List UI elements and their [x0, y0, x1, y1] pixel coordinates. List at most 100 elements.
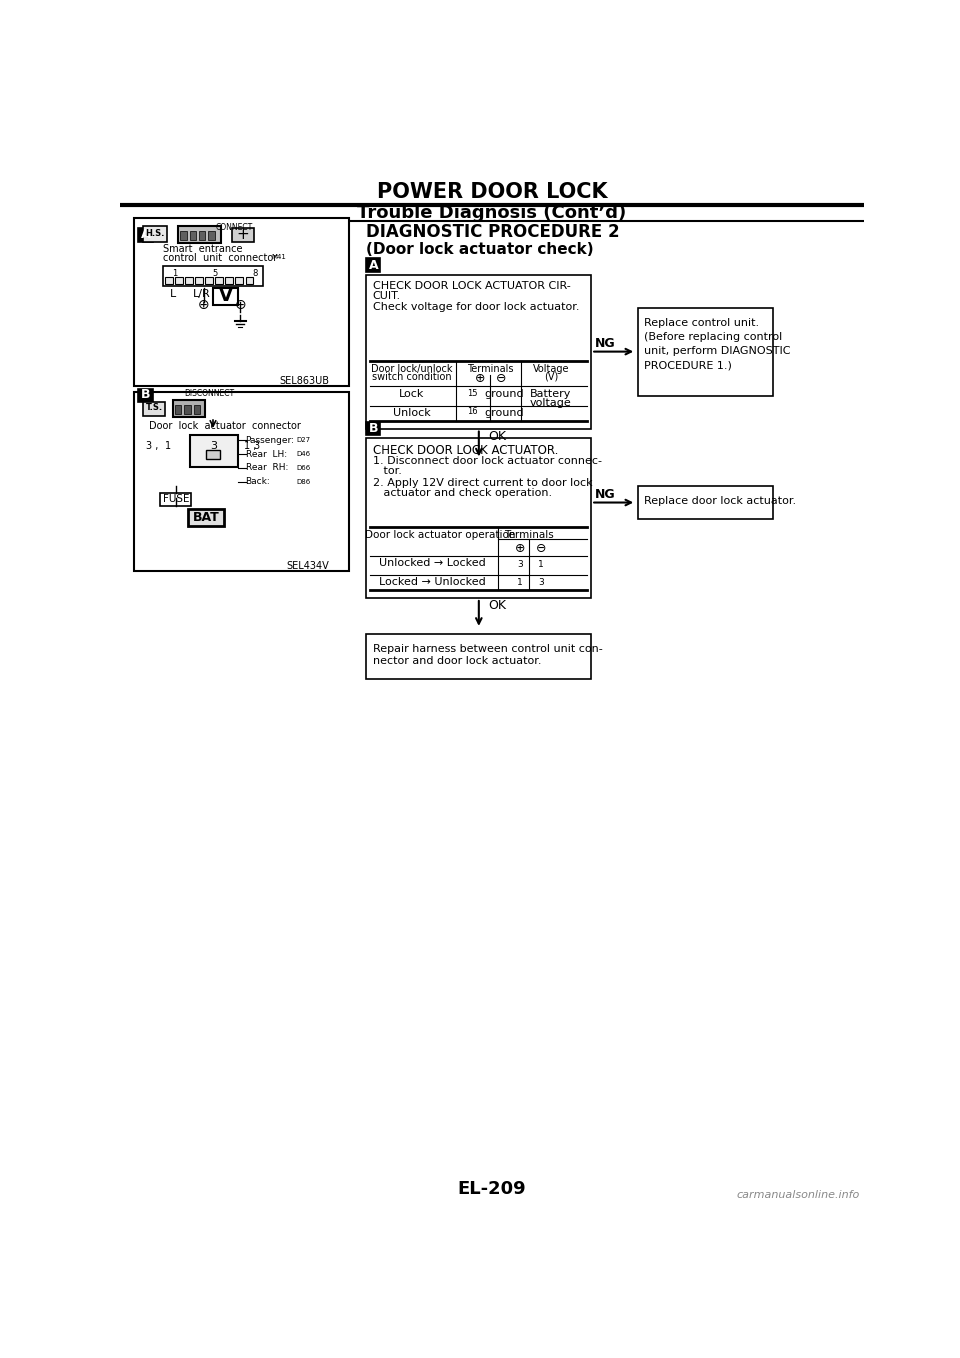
Text: FUSE: FUSE — [162, 494, 189, 504]
FancyBboxPatch shape — [190, 435, 238, 467]
Text: Replace door lock actuator.: Replace door lock actuator. — [644, 497, 796, 507]
FancyBboxPatch shape — [185, 277, 193, 284]
Text: Repair harness between control unit con-: Repair harness between control unit con- — [372, 644, 603, 655]
Text: CONNECT: CONNECT — [216, 223, 253, 232]
Text: 8: 8 — [252, 269, 257, 277]
FancyBboxPatch shape — [188, 509, 224, 527]
Text: Trouble Diagnosis (Cont’d): Trouble Diagnosis (Cont’d) — [357, 204, 627, 221]
Text: L: L — [170, 289, 176, 299]
Text: 1. Disconnect door lock actuator connec-: 1. Disconnect door lock actuator connec- — [372, 456, 602, 466]
FancyBboxPatch shape — [367, 274, 591, 429]
Text: POWER DOOR LOCK: POWER DOOR LOCK — [376, 182, 608, 202]
FancyBboxPatch shape — [637, 308, 774, 397]
FancyBboxPatch shape — [367, 422, 380, 435]
Text: V: V — [219, 287, 232, 306]
Text: 3: 3 — [538, 579, 543, 587]
FancyBboxPatch shape — [195, 277, 203, 284]
FancyBboxPatch shape — [143, 225, 166, 242]
Text: Terminals: Terminals — [468, 364, 514, 373]
Text: ⊕: ⊕ — [515, 542, 525, 555]
Text: Voltage: Voltage — [533, 364, 569, 373]
FancyBboxPatch shape — [138, 228, 154, 242]
Text: 3: 3 — [210, 440, 217, 451]
Text: (V): (V) — [543, 372, 558, 382]
Text: ground: ground — [485, 388, 524, 398]
FancyBboxPatch shape — [134, 219, 349, 386]
FancyBboxPatch shape — [160, 493, 191, 505]
Text: SEL434V: SEL434V — [286, 561, 329, 570]
Text: B: B — [141, 388, 151, 401]
Text: 2. Apply 12V direct current to door lock: 2. Apply 12V direct current to door lock — [372, 478, 592, 488]
Text: Rear  LH:: Rear LH: — [246, 449, 287, 459]
FancyBboxPatch shape — [637, 486, 774, 520]
Text: Rear  RH:: Rear RH: — [246, 463, 288, 473]
FancyBboxPatch shape — [226, 277, 233, 284]
FancyBboxPatch shape — [367, 437, 591, 598]
Text: DISCONNECT: DISCONNECT — [184, 390, 234, 398]
FancyBboxPatch shape — [213, 288, 238, 306]
Text: ⊖: ⊖ — [536, 542, 546, 555]
Text: ⊖: ⊖ — [496, 372, 507, 386]
Text: CUIT.: CUIT. — [372, 291, 400, 300]
Text: Passenger:: Passenger: — [246, 436, 295, 444]
FancyBboxPatch shape — [199, 231, 205, 240]
FancyBboxPatch shape — [367, 258, 380, 272]
FancyBboxPatch shape — [190, 231, 196, 240]
Text: nector and door lock actuator.: nector and door lock actuator. — [372, 656, 541, 665]
Text: Door lock/unlock: Door lock/unlock — [371, 364, 452, 373]
Text: Check voltage for door lock actuator.: Check voltage for door lock actuator. — [372, 303, 579, 312]
Text: 1: 1 — [165, 441, 171, 451]
Text: +: + — [237, 227, 250, 242]
Text: OK: OK — [488, 430, 506, 443]
Text: CHECK DOOR LOCK ACTUATOR CIR-: CHECK DOOR LOCK ACTUATOR CIR- — [372, 281, 570, 291]
FancyBboxPatch shape — [134, 391, 349, 572]
Text: A: A — [141, 228, 151, 242]
Text: NG: NG — [595, 337, 615, 350]
Text: Battery: Battery — [530, 388, 571, 398]
FancyBboxPatch shape — [175, 405, 181, 414]
Text: H.S.: H.S. — [145, 228, 164, 238]
FancyBboxPatch shape — [184, 405, 190, 414]
Text: 16: 16 — [468, 407, 478, 416]
Text: BAT: BAT — [193, 511, 220, 524]
Text: NG: NG — [595, 489, 615, 501]
Text: Back:: Back: — [246, 477, 271, 486]
Text: Locked → Unlocked: Locked → Unlocked — [379, 577, 486, 587]
FancyBboxPatch shape — [165, 277, 173, 284]
FancyBboxPatch shape — [206, 449, 220, 459]
Text: 3: 3 — [253, 441, 259, 451]
FancyBboxPatch shape — [194, 405, 200, 414]
Text: OK: OK — [488, 599, 506, 612]
Text: Door  lock  actuator  connector: Door lock actuator connector — [150, 421, 301, 432]
FancyBboxPatch shape — [246, 277, 253, 284]
Text: voltage: voltage — [530, 398, 572, 407]
Text: 1: 1 — [172, 269, 177, 277]
Text: 1: 1 — [517, 579, 523, 587]
Text: Unlock: Unlock — [393, 407, 430, 418]
FancyBboxPatch shape — [215, 277, 223, 284]
FancyBboxPatch shape — [367, 634, 591, 679]
FancyBboxPatch shape — [208, 231, 214, 240]
FancyBboxPatch shape — [162, 266, 263, 287]
Text: 15: 15 — [468, 388, 478, 398]
FancyBboxPatch shape — [205, 277, 213, 284]
Text: PROCEDURE 1.): PROCEDURE 1.) — [644, 360, 732, 371]
Text: tor.: tor. — [372, 466, 401, 477]
Text: Lock: Lock — [398, 388, 424, 398]
Text: L/R: L/R — [193, 289, 210, 299]
Text: EL-209: EL-209 — [458, 1180, 526, 1198]
FancyBboxPatch shape — [173, 401, 205, 417]
Text: 5: 5 — [212, 269, 217, 277]
Text: Unlocked → Locked: Unlocked → Locked — [379, 558, 486, 568]
Text: ⊖: ⊖ — [234, 299, 246, 312]
Text: 1 ,: 1 , — [244, 441, 256, 451]
Text: B: B — [369, 422, 378, 435]
Text: unit, perform DIAGNOSTIC: unit, perform DIAGNOSTIC — [644, 346, 790, 356]
FancyBboxPatch shape — [179, 225, 221, 243]
Text: D46: D46 — [297, 451, 311, 458]
Text: control  unit  connector: control unit connector — [162, 253, 276, 262]
Text: Smart  entrance: Smart entrance — [162, 244, 242, 254]
FancyBboxPatch shape — [138, 388, 154, 402]
FancyBboxPatch shape — [175, 277, 182, 284]
Text: actuator and check operation.: actuator and check operation. — [372, 488, 552, 498]
